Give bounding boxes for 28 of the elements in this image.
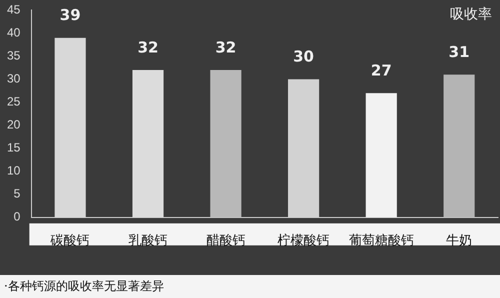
x-tick-label: 乳酸钙 bbox=[128, 234, 168, 249]
y-tick-label: 5 bbox=[14, 186, 21, 201]
y-tick-label: 0 bbox=[14, 210, 21, 224]
y-tick-label: 10 bbox=[6, 164, 21, 178]
x-tick-label: 醋酸钙 bbox=[206, 234, 246, 249]
y-tick-label: 35 bbox=[6, 48, 21, 63]
x-tick-label: 柠檬酸钙 bbox=[278, 234, 330, 249]
y-tick-label: 45 bbox=[6, 2, 21, 17]
data-label: 32 bbox=[215, 38, 236, 56]
data-label: 27 bbox=[370, 61, 392, 80]
data-label: 39 bbox=[60, 6, 81, 24]
data-label: 30 bbox=[293, 48, 314, 66]
y-tick-label: 20 bbox=[6, 118, 21, 132]
data-label: 31 bbox=[448, 43, 470, 62]
bar bbox=[444, 74, 475, 218]
data-label: 32 bbox=[138, 38, 158, 56]
y-tick-label: 15 bbox=[6, 140, 21, 155]
x-tick-label: 碳酸钙 bbox=[50, 234, 90, 249]
y-tick-label: 40 bbox=[6, 26, 21, 40]
bar bbox=[210, 70, 242, 218]
y-axis-title: 吸收率 bbox=[450, 6, 492, 23]
text: ·各种钙源的吸收率无显著差异 bbox=[3, 278, 165, 295]
y-tick-label: 25 bbox=[6, 94, 21, 109]
x-tick-label: 葡萄糖酸钙 bbox=[348, 234, 414, 249]
x-tick-label: 牛奶 bbox=[446, 234, 472, 249]
bar bbox=[132, 70, 164, 218]
y-tick-label: 30 bbox=[6, 72, 21, 86]
bar bbox=[366, 93, 397, 218]
